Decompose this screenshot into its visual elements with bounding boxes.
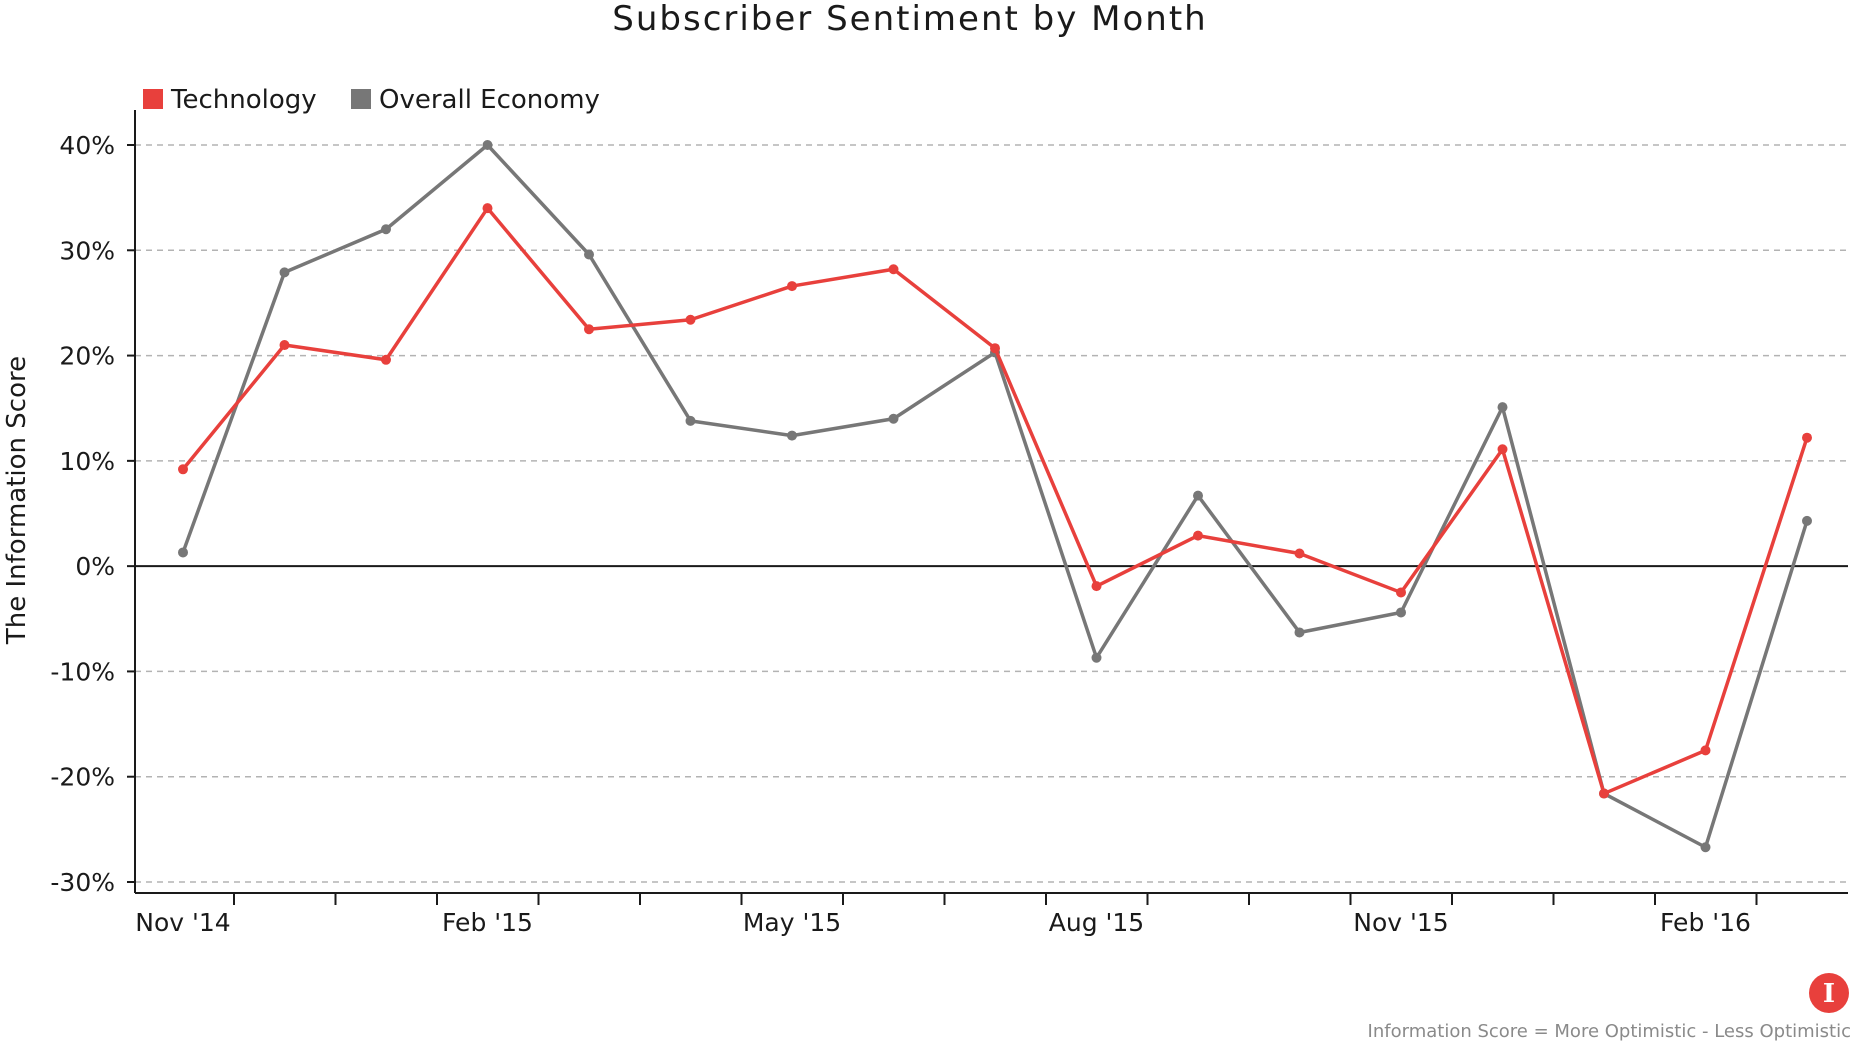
gridlines: [135, 144, 1848, 883]
data-point-technology[interactable]: [482, 203, 493, 214]
data-point-technology[interactable]: [1396, 587, 1406, 598]
data-point-technology[interactable]: [1497, 444, 1508, 455]
x-tick-label: Aug '15: [1049, 908, 1144, 937]
data-point-overall-economy[interactable]: [1193, 490, 1203, 501]
data-point-overall-economy[interactable]: [1396, 607, 1406, 618]
data-point-overall-economy[interactable]: [685, 415, 696, 426]
y-tick-label: 30%: [59, 236, 115, 265]
legend-item-overall-economy[interactable]: Overall Economy: [351, 85, 600, 115]
x-tick-label: Feb '15: [442, 908, 533, 937]
data-point-overall-economy[interactable]: [888, 413, 899, 424]
x-axis: Nov '14 Feb '15 May '15 Aug '15 Nov '15 Feb '…: [135, 892, 1848, 937]
data-point-overall-economy[interactable]: [1802, 515, 1812, 526]
series-group: [178, 140, 1812, 853]
data-point-overall-economy[interactable]: [584, 249, 594, 260]
data-point-technology[interactable]: [178, 464, 188, 475]
y-tick-label: -20%: [50, 763, 115, 792]
x-tick-label: Nov '15: [1353, 908, 1448, 937]
x-tick-label: Feb '16: [1660, 908, 1751, 937]
data-point-technology[interactable]: [1091, 581, 1102, 592]
series-technology: [178, 203, 1812, 799]
footnote: Information Score = More Optimistic - Le…: [1368, 1021, 1851, 1042]
x-tick-label: May '15: [743, 908, 841, 937]
y-tick-label: -10%: [50, 657, 115, 686]
data-point-technology[interactable]: [1599, 788, 1609, 799]
data-point-overall-economy[interactable]: [482, 140, 493, 150]
data-point-technology[interactable]: [787, 281, 797, 292]
chart-title: Subscriber Sentiment by Month: [612, 0, 1207, 39]
series-overall-economy: [178, 140, 1812, 853]
legend-swatch: [143, 89, 163, 109]
legend-item-technology[interactable]: Technology: [143, 85, 317, 115]
y-tick-label: 10%: [59, 447, 115, 476]
data-point-technology[interactable]: [584, 324, 594, 335]
data-point-technology[interactable]: [1193, 530, 1203, 541]
data-point-overall-economy[interactable]: [787, 430, 797, 441]
legend-label: Overall Economy: [379, 85, 600, 115]
data-point-overall-economy[interactable]: [178, 547, 188, 558]
data-point-technology[interactable]: [279, 340, 290, 351]
y-axis-title: The Information Score: [2, 356, 32, 645]
y-tick-label: 0%: [75, 552, 115, 581]
y-tick-label: 40%: [59, 131, 115, 160]
data-point-technology[interactable]: [1802, 432, 1812, 443]
data-point-technology[interactable]: [685, 314, 696, 325]
data-point-overall-economy[interactable]: [279, 267, 290, 278]
data-point-overall-economy[interactable]: [1091, 652, 1102, 663]
y-axis: -30% -20% -10% 0% 10% 20% 30% 40%: [50, 110, 136, 897]
data-point-technology[interactable]: [1700, 745, 1711, 756]
data-point-overall-economy[interactable]: [381, 224, 391, 235]
y-tick-label: 20%: [59, 342, 115, 371]
data-point-overall-economy[interactable]: [1700, 842, 1711, 853]
the-information-logo[interactable]: I: [1809, 973, 1849, 1013]
legend: Technology Overall Economy: [143, 85, 600, 115]
legend-swatch: [351, 89, 371, 109]
legend-label: Technology: [170, 85, 317, 115]
logo-circle: [1809, 973, 1849, 1013]
data-point-technology[interactable]: [381, 354, 391, 365]
series-line-technology: [181, 206, 1809, 796]
logo-glyph: I: [1823, 979, 1835, 1009]
data-point-technology[interactable]: [1294, 548, 1305, 559]
y-tick-label: -30%: [50, 868, 115, 897]
data-point-technology[interactable]: [990, 343, 1000, 354]
x-tick-label: Nov '14: [135, 908, 230, 937]
data-point-overall-economy[interactable]: [1497, 402, 1508, 413]
data-point-overall-economy[interactable]: [1294, 627, 1305, 638]
data-point-technology[interactable]: [888, 264, 899, 275]
